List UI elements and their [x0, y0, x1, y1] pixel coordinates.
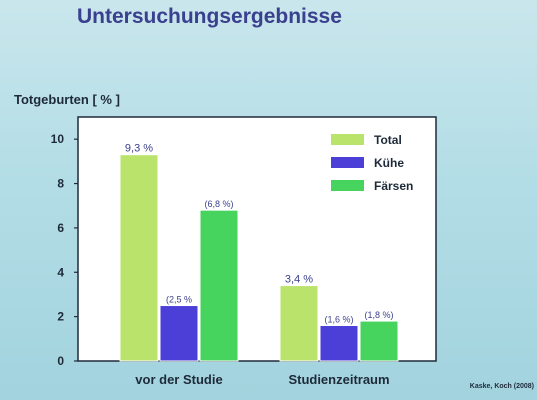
data-label: (2,5 % [166, 295, 192, 305]
data-label: (6,8 %) [204, 199, 233, 209]
legend-swatch [331, 134, 364, 145]
legend-label: Färsen [374, 179, 413, 193]
y-axis-label: Totgeburten [ % ] [14, 92, 120, 107]
bar-total-1 [119, 154, 159, 362]
legend-swatch [331, 180, 364, 191]
x-category-label: Studienzeitraum [288, 372, 389, 387]
y-tick-label: 10 [51, 132, 65, 146]
y-tick-label: 4 [57, 265, 64, 279]
legend-label: Kühe [374, 156, 404, 170]
y-tick-label: 6 [57, 221, 64, 235]
legend-swatch [331, 157, 364, 168]
y-tick-label: 2 [57, 310, 64, 324]
y-tick-label: 0 [57, 354, 64, 368]
bar-frsen-1 [199, 209, 239, 362]
source-citation: Kaske, Koch (2008) [469, 383, 534, 390]
y-tick-label: 8 [57, 177, 64, 191]
data-label: 3,4 % [285, 274, 313, 286]
data-label: (1,6 %) [324, 315, 353, 325]
bar-frsen-2 [359, 320, 399, 362]
data-label: 9,3 % [125, 143, 153, 155]
x-category-label: vor der Studie [135, 372, 222, 387]
bar-total-2 [279, 285, 319, 362]
bar-khe-2 [319, 325, 359, 362]
page-title: Untersuchungsergebnisse [77, 5, 342, 28]
data-label: (1,8 %) [364, 310, 393, 320]
legend-label: Total [374, 133, 402, 147]
bar-khe-1 [159, 305, 199, 362]
